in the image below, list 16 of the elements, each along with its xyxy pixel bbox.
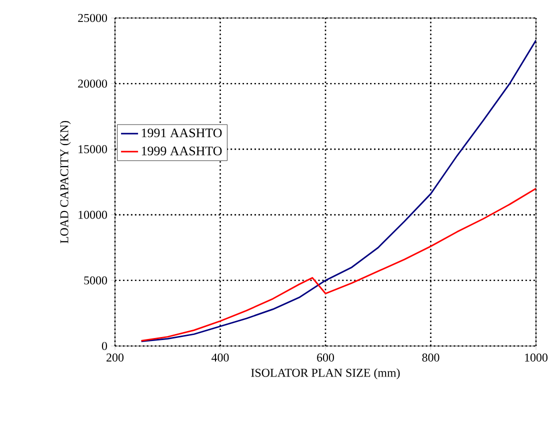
x-tick-label: 800 [422, 354, 440, 362]
y-tick-label: 20000 [78, 80, 108, 88]
x-tick-label: 1000 [525, 354, 548, 362]
x-tick-label: 400 [212, 354, 229, 362]
y-tick-label: 10000 [78, 210, 108, 219]
legend-label: 1991 AASHTO [142, 128, 222, 138]
line-series [140, 188, 536, 342]
y-tick-label: 5000 [84, 276, 108, 284]
x-tick-label: 600 [317, 354, 334, 362]
y-tick-label: 0 [102, 342, 108, 350]
y-tick-label: 15000 [78, 145, 108, 154]
y-tick-label: 25000 [78, 14, 108, 22]
y-axis-title: LOAD CAPACITY (KN) [60, 120, 71, 244]
legend-label: 1999 AASHTO [142, 146, 222, 156]
x-tick-label: 200 [106, 354, 124, 362]
x-axis-title: ISOLATOR PLAN SIZE (mm) [251, 368, 400, 380]
